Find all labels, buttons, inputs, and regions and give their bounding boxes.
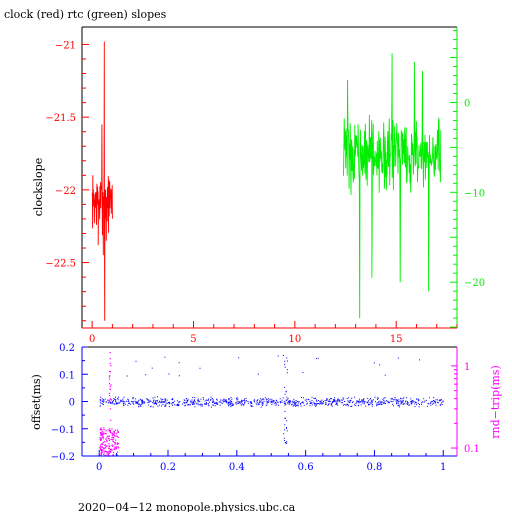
top-panel-slopes: 0 5 10 15 −21 −21.5 −22 −22.5 0 −10 −20 [45, 26, 485, 345]
footer-host-date: 2020−04−12 monopole.physics.ubc.ca [78, 501, 296, 512]
top-y-axis-label: clockslope [32, 158, 45, 216]
top-x-tick-label: 0 [89, 334, 95, 345]
bottom-y-tick-label: −0.2 [51, 452, 75, 463]
bottom-y-tick-label: 0.1 [59, 370, 75, 381]
top-x-tick-label: 10 [288, 334, 301, 345]
top-x-tick-label: 5 [190, 334, 196, 345]
bottom-x-tick-label: 1 [440, 462, 446, 473]
bottom-x-tick-label: 0.6 [298, 462, 314, 473]
bottom-y-tick-label: 0 [69, 398, 75, 409]
top-y2-tick-label: 0 [464, 98, 470, 109]
top-x-tick-label: 15 [390, 334, 403, 345]
bottom-x-tick-label: 0.4 [229, 462, 245, 473]
roundtrip-points [99, 352, 120, 457]
bottom-y2-tick-label: 1 [464, 362, 470, 373]
bottom-panel-offset: 0 0.2 0.4 0.6 0.8 1 0.2 0.1 0 −0.1 −0.2 1 0.1 [51, 343, 480, 473]
bottom-y-axis-label: offset(ms) [30, 374, 43, 430]
bottom-y-tick-label: 0.2 [59, 343, 75, 354]
offset-points [99, 355, 444, 444]
series-line-right [343, 53, 442, 319]
bottom-y-tick-label: −0.1 [51, 425, 75, 436]
bottom-x-tick-label: 0 [96, 462, 102, 473]
top-y-tick-label: −21 [55, 40, 76, 51]
top-y2-tick-label: −10 [464, 188, 485, 199]
series-line-left [91, 41, 113, 321]
top-y-tick-label: −21.5 [45, 113, 76, 124]
top-y2-tick-label: −20 [464, 278, 485, 289]
bottom-x-tick-label: 0.2 [160, 462, 176, 473]
bottom-y2-tick-label: 0.1 [464, 444, 480, 455]
top-y-tick-label: −22.5 [45, 259, 76, 270]
top-y-tick-label: −22 [55, 186, 76, 197]
bottom-x-tick-label: 0.8 [366, 462, 382, 473]
bottom-y2-axis-label: rnd−trip(ms) [489, 365, 502, 439]
chart-title: clock (red) rtc (green) slopes [4, 8, 167, 21]
